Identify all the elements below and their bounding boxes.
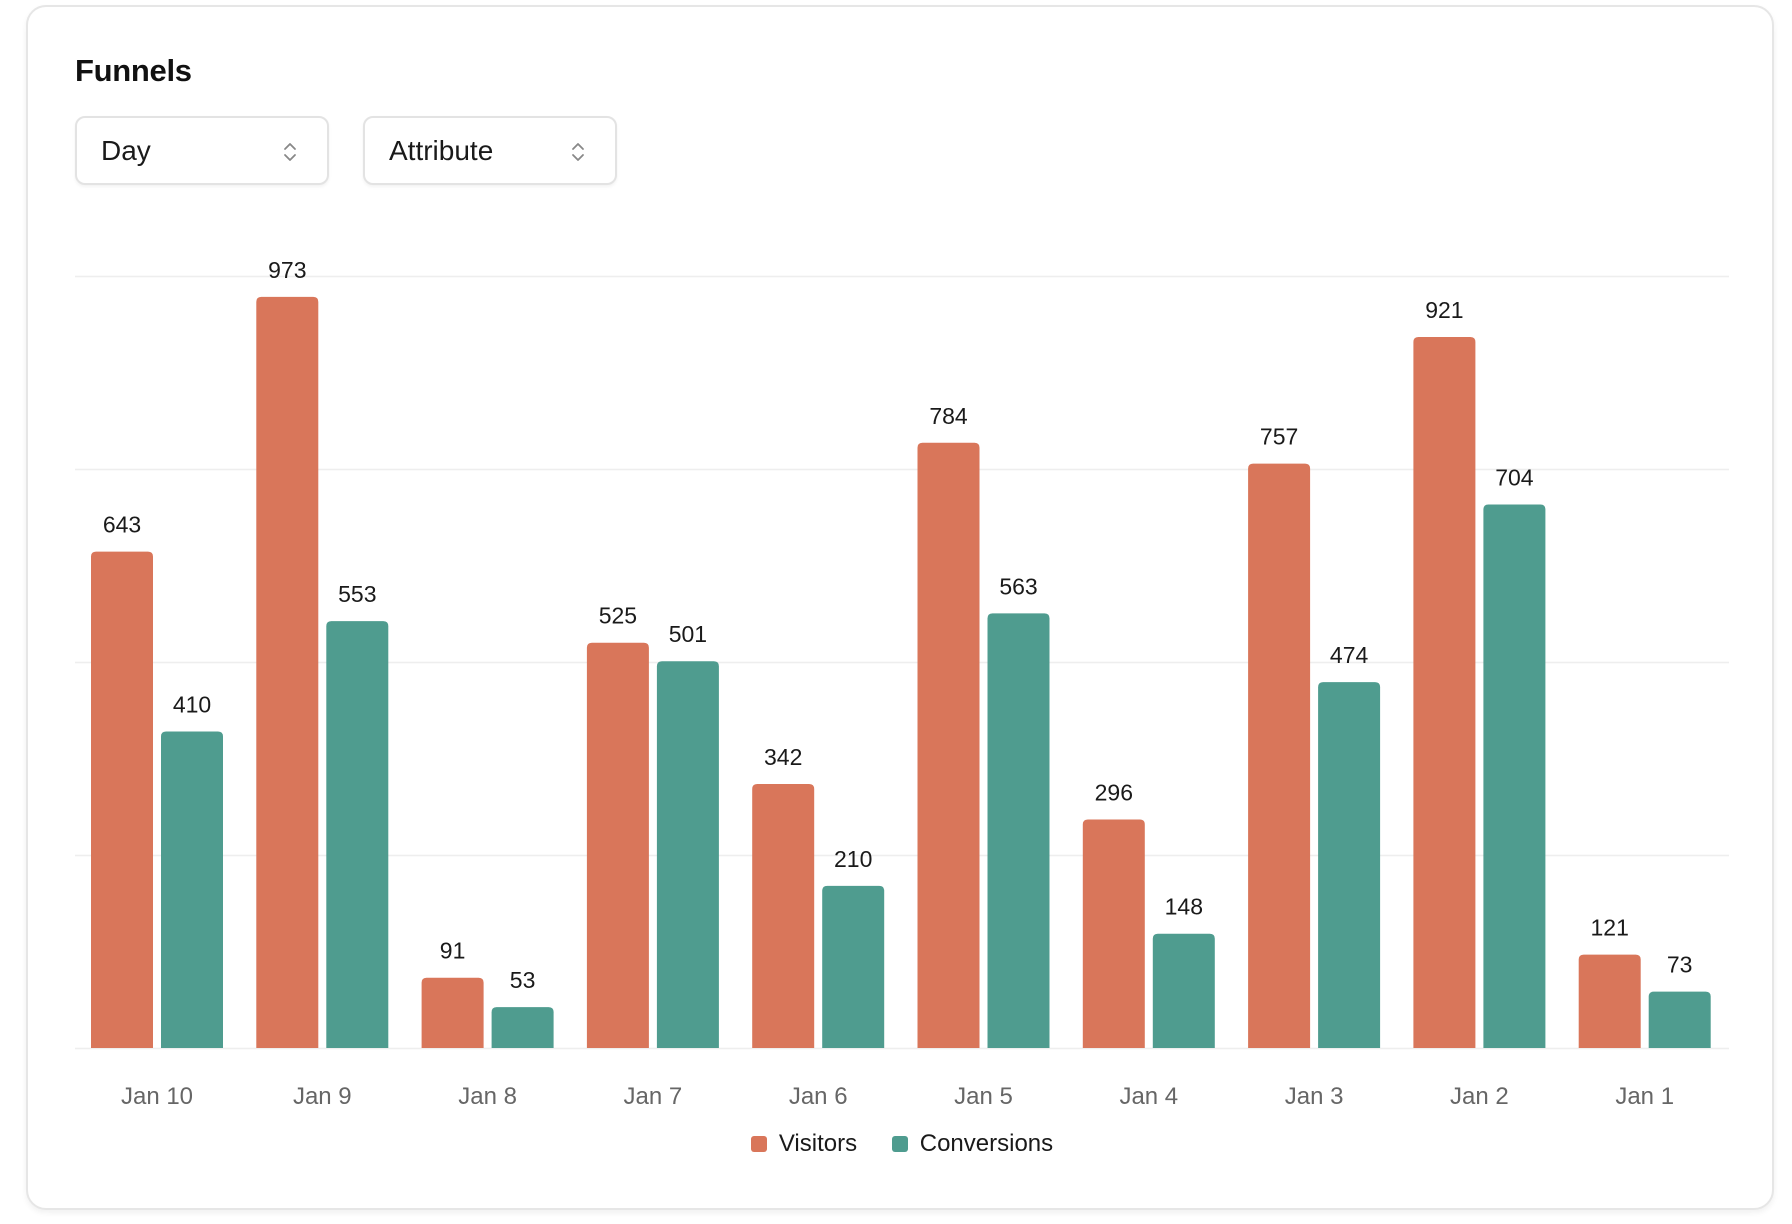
bar-visitors[interactable] bbox=[586, 642, 649, 1048]
attribute-select[interactable]: Attribute bbox=[363, 116, 617, 185]
bar-conversions[interactable] bbox=[326, 621, 389, 1048]
x-tick-label: Jan 5 bbox=[954, 1083, 1013, 1107]
bar-visitors[interactable] bbox=[91, 551, 153, 1048]
x-tick-label: Jan 9 bbox=[293, 1083, 352, 1107]
data-label-visitors: 784 bbox=[929, 403, 968, 429]
data-label-visitors: 757 bbox=[1260, 424, 1298, 450]
data-label-conversions: 410 bbox=[173, 691, 211, 717]
data-label-visitors: 921 bbox=[1425, 297, 1463, 323]
period-select-value: Day bbox=[101, 135, 151, 166]
bar-visitors[interactable] bbox=[421, 977, 484, 1048]
data-label-conversions: 553 bbox=[338, 581, 376, 607]
data-label-conversions: 53 bbox=[510, 967, 536, 993]
bar-conversions[interactable] bbox=[987, 613, 1050, 1048]
data-label-visitors: 91 bbox=[440, 938, 466, 964]
bar-chart: 643 410 Jan 10 973 553 Jan 9 91 53 Jan 8 525 501 Ja… bbox=[75, 257, 1729, 1107]
bar-conversions[interactable] bbox=[161, 731, 223, 1048]
data-label-conversions: 73 bbox=[1667, 952, 1693, 978]
legend-label-conversions: Conversions bbox=[919, 1130, 1054, 1157]
x-tick-label: Jan 10 bbox=[121, 1083, 193, 1107]
attribute-select-value: Attribute bbox=[389, 135, 494, 166]
x-tick-label: Jan 7 bbox=[624, 1083, 683, 1107]
data-label-visitors: 121 bbox=[1591, 915, 1629, 941]
data-label-conversions: 474 bbox=[1330, 642, 1369, 668]
data-label-visitors: 342 bbox=[764, 744, 802, 770]
bar-visitors[interactable] bbox=[752, 783, 815, 1048]
bar-visitors[interactable] bbox=[1578, 954, 1641, 1048]
bar-conversions[interactable] bbox=[491, 1007, 554, 1048]
bar-visitors[interactable] bbox=[256, 296, 319, 1048]
period-select[interactable]: Day bbox=[75, 116, 329, 185]
bar-conversions[interactable] bbox=[656, 661, 719, 1048]
bar-conversions[interactable] bbox=[1318, 682, 1381, 1048]
bar-visitors[interactable] bbox=[1248, 463, 1311, 1048]
x-tick-label: Jan 3 bbox=[1285, 1083, 1344, 1107]
data-label-conversions: 563 bbox=[999, 573, 1037, 599]
bar-visitors[interactable] bbox=[1413, 336, 1476, 1048]
bar-conversions[interactable] bbox=[1483, 504, 1546, 1049]
data-label-conversions: 704 bbox=[1495, 465, 1534, 491]
data-label-conversions: 148 bbox=[1165, 894, 1203, 920]
legend-swatch-conversions bbox=[891, 1136, 908, 1152]
card-title: Funnels bbox=[75, 53, 192, 88]
x-tick-label: Jan 6 bbox=[789, 1083, 848, 1107]
legend-label-visitors: Visitors bbox=[778, 1130, 858, 1157]
data-label-visitors: 643 bbox=[103, 512, 141, 538]
data-label-conversions: 210 bbox=[834, 846, 872, 872]
x-tick-label: Jan 8 bbox=[458, 1083, 517, 1107]
x-tick-label: Jan 4 bbox=[1119, 1083, 1178, 1107]
bar-conversions[interactable] bbox=[1648, 991, 1711, 1048]
data-label-visitors: 296 bbox=[1095, 779, 1133, 805]
chevron-up-down-icon bbox=[572, 143, 584, 161]
x-tick-label: Jan 2 bbox=[1450, 1083, 1509, 1107]
chart-legend: Visitors Conversions bbox=[28, 1130, 1776, 1158]
bar-conversions[interactable] bbox=[1152, 933, 1215, 1048]
bar-conversions[interactable] bbox=[822, 885, 885, 1048]
x-tick-label: Jan 1 bbox=[1615, 1083, 1674, 1107]
data-label-visitors: 973 bbox=[268, 257, 306, 283]
legend-item-conversions: Conversions bbox=[891, 1130, 1054, 1158]
bar-visitors[interactable] bbox=[917, 442, 980, 1048]
legend-swatch-visitors bbox=[750, 1136, 767, 1152]
bar-visitors[interactable] bbox=[1082, 819, 1145, 1048]
funnels-card: Funnels Day Attribute 643 410 Jan 10 973 553… bbox=[26, 5, 1774, 1210]
data-label-visitors: 525 bbox=[599, 603, 637, 629]
data-label-conversions: 501 bbox=[669, 621, 707, 647]
legend-item-visitors: Visitors bbox=[750, 1130, 858, 1158]
chevron-up-down-icon bbox=[284, 143, 296, 161]
